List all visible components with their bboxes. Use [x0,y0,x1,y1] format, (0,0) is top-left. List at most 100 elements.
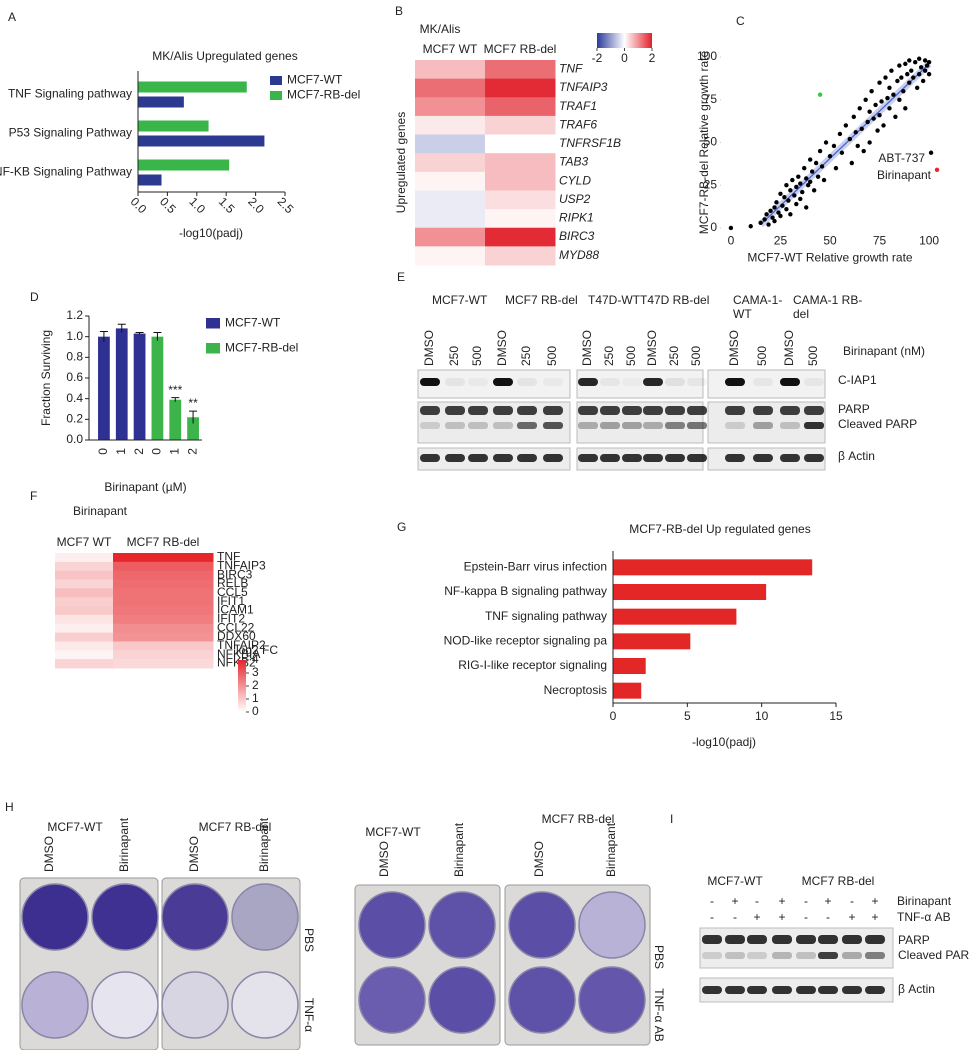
point [934,167,940,173]
band [753,454,773,462]
blot-group-label: MCF7-WT [432,293,488,307]
point [804,176,809,181]
blot-group-label: T47D RB-del [640,293,710,307]
y-tick-label: RIG-I-like receptor signaling [458,658,607,672]
band [622,406,642,415]
point [859,126,864,132]
panel-label: G [397,520,406,534]
bar [115,328,128,440]
point [796,174,801,179]
point [758,220,763,226]
colorbar-tick-label: 2 [252,678,259,692]
blot-group-label: MCF7-WT [707,874,763,888]
band [687,454,707,462]
point [794,201,799,207]
point [784,183,789,188]
colorbar-label: log2 FC [236,643,278,657]
colorbar-tick-label: 0 [621,51,628,65]
colorbar-tick-label: -2 [592,51,603,65]
band [578,406,598,415]
heat-cell [113,588,214,598]
point [853,130,858,135]
legend-swatch [206,343,220,354]
point [926,59,932,65]
band [796,952,816,959]
legend-label: MCF7-RB-del [287,88,360,102]
error-bar [117,323,126,333]
point [897,63,902,68]
x-axis-label: -log10(padj) [692,735,756,749]
row-label: NFKBIA [217,647,260,661]
x-tick-label: 2.0 [245,194,267,216]
heat-cell [415,209,486,229]
sign: - [755,894,759,908]
x-tick-label: 0 [728,234,735,248]
plate-column-label: DMSO [377,841,391,877]
plate-well [428,966,496,1034]
point [911,75,916,80]
point [855,143,860,149]
y-tick-label: Necroptosis [544,683,607,697]
lane-label: 500 [470,346,484,366]
bar [613,559,813,576]
heat-cell [113,561,214,572]
heat-cell [55,641,114,651]
point [837,131,843,137]
band [772,952,792,959]
point [774,200,779,205]
point [913,59,918,65]
point [764,212,769,217]
point [778,191,783,196]
band [445,378,465,386]
error-bar [153,332,162,341]
point-label: ABT-737 [878,151,925,165]
bar [138,159,230,171]
point [867,140,872,145]
legend-swatch [206,318,220,329]
colorbar-tick-label: 3 [252,665,259,679]
point [922,58,928,63]
band-label: β Actin [898,982,935,996]
row-label: TNFAIP3 [559,80,608,94]
band [517,422,537,429]
point [843,123,849,128]
row-label: TNF [217,550,240,564]
band [643,406,663,415]
row-label: TNFRSF1B [559,136,621,150]
point [899,75,904,80]
point [905,71,910,77]
sign: + [871,894,878,908]
band [804,378,824,386]
point [857,106,862,111]
sign: - [733,910,737,924]
significance-label: ** [188,396,198,410]
band-label: Cleaved PARP [838,417,917,431]
x-tick-label: 1 [114,448,128,455]
bar [613,682,642,699]
plate-row-label: PBS [302,928,316,952]
point [901,89,906,94]
sign: + [778,910,785,924]
sign: + [731,894,738,908]
row-label: CCL22 [217,620,255,634]
colorbar-tick-label: 2 [649,51,656,65]
band [493,378,513,386]
point [819,164,825,169]
sign: - [710,910,714,924]
plate-well [231,883,299,951]
heat-cell [415,171,486,191]
x-tick-label: 5 [684,709,691,723]
point [804,205,809,210]
band [747,986,767,994]
plate-well [358,891,426,959]
blot-strip [699,927,894,969]
point [768,208,773,214]
x-tick-label: 2.5 [275,194,297,216]
point [807,179,813,185]
band [687,378,707,386]
plate-column-label: DMSO [532,841,546,877]
sign: - [804,894,808,908]
panel-label: D [30,290,39,304]
point [776,210,781,215]
band [804,454,824,462]
